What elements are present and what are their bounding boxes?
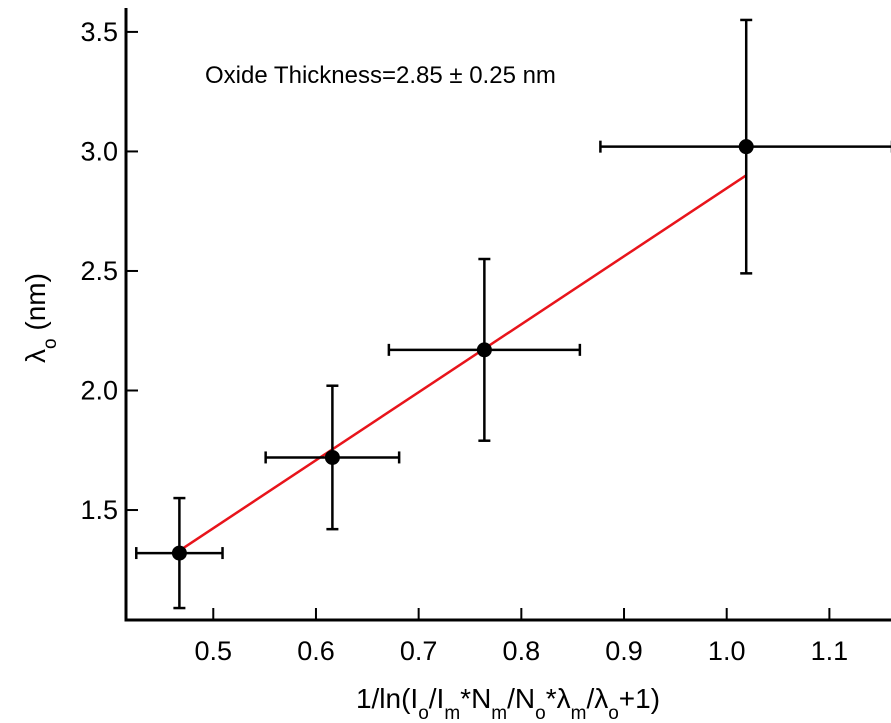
- axes-layer: [124, 8, 891, 622]
- fit-annotation: Oxide Thickness=2.85 ± 0.25 nm: [205, 62, 556, 89]
- x-axis-label: 1/ln(Io/Im*Nm/No*λm/λo+1): [356, 683, 660, 723]
- x-tick-label: 0.6: [297, 636, 335, 666]
- data-point: [476, 342, 492, 358]
- y-tick-label: 1.5: [80, 495, 118, 525]
- errorbar-layer: [135, 18, 891, 610]
- ticks-layer: 0.5 0.6 0.7 0.8 0.9 1.0 1.1 1.5 2.0 2.5 3.0 3.5: [80, 17, 848, 666]
- data-point: [738, 139, 754, 155]
- y-tick-label: 2.0: [80, 376, 118, 406]
- y-tick-label: 3.5: [80, 17, 118, 47]
- fit-line: [178, 174, 747, 552]
- x-tick-label: 0.7: [400, 636, 438, 666]
- y-axis-label: λo (nm): [20, 273, 61, 363]
- y-tick-label: 2.5: [80, 256, 118, 286]
- x-tick-label: 0.5: [195, 636, 233, 666]
- x-tick-label: 1.0: [708, 636, 746, 666]
- data-point: [171, 545, 187, 561]
- x-tick-label: 0.9: [605, 636, 643, 666]
- x-tick-label: 1.1: [811, 636, 849, 666]
- x-tick-label: 0.8: [503, 636, 541, 666]
- fit-layer: [178, 174, 747, 552]
- y-tick-label: 3.0: [80, 136, 118, 166]
- points-layer: [171, 139, 754, 561]
- data-point: [324, 449, 340, 465]
